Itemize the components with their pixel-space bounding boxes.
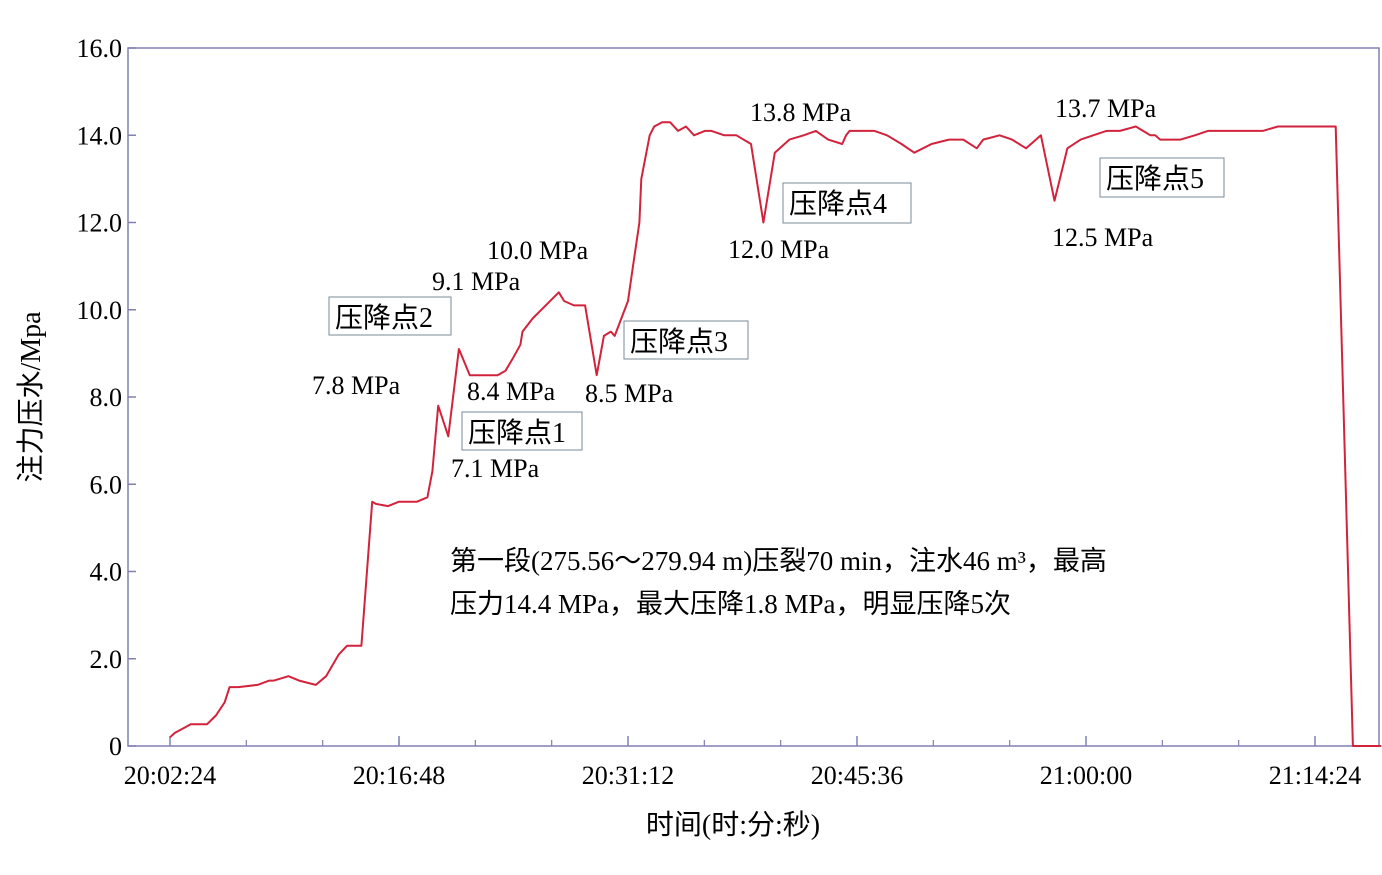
y-tick-label: 14.0 [77, 121, 123, 150]
annotation-8-5: 8.5 MPa [585, 379, 674, 408]
x-tick-label: 21:14:24 [1269, 761, 1361, 790]
svg-text:压降点3: 压降点3 [630, 326, 728, 358]
annotation-12-0: 12.0 MPa [728, 235, 830, 264]
callout-pressure-drop-4: 压降点4 [782, 182, 912, 224]
svg-text:压降点4: 压降点4 [789, 188, 887, 220]
x-tick-label: 20:31:12 [582, 761, 674, 790]
annotation-10-0: 10.0 MPa [487, 236, 589, 265]
annotation-7-1: 7.1 MPa [451, 454, 540, 483]
y-tick-label: 12.0 [77, 209, 123, 238]
svg-text:压降点5: 压降点5 [1106, 163, 1204, 195]
svg-text:压降点2: 压降点2 [335, 302, 433, 334]
y-tick-label: 0 [109, 732, 122, 761]
callout-pressure-drop-3: 压降点3 [623, 320, 749, 360]
y-tick-label: 4.0 [90, 558, 123, 587]
y-tick-label: 6.0 [90, 470, 123, 499]
svg-text:压降点1: 压降点1 [468, 417, 566, 449]
y-tick-label: 2.0 [90, 645, 123, 674]
annotation-7-8: 7.8 MPa [312, 371, 401, 400]
y-tick-label: 16.0 [77, 34, 123, 63]
annotation-12-5: 12.5 MPa [1052, 223, 1154, 252]
y-tick-label: 10.0 [77, 296, 123, 325]
note-line-1: 第一段(275.56～279.94 m)压裂70 min，注水46 m³，最高 [450, 546, 1107, 576]
series-line-pressure [169, 121, 1382, 747]
y-axis: 0 2.0 4.0 6.0 8.0 10.0 12.0 14.0 16.0 [77, 34, 136, 761]
x-axis: 20:02:24 20:16:48 20:31:12 20:45:36 21:00:00… [124, 736, 1361, 790]
y-axis-title: 注力压水/Mpa [15, 311, 47, 483]
x-minor-ticks [245, 740, 1240, 746]
x-axis-title: 时间(时:分:秒) [646, 809, 820, 841]
callout-pressure-drop-1: 压降点1 [461, 411, 583, 451]
annotation-9-1: 9.1 MPa [432, 267, 521, 296]
annotation-13-8: 13.8 MPa [750, 98, 852, 127]
y-tick-label: 8.0 [90, 383, 123, 412]
x-tick-label: 20:16:48 [353, 761, 445, 790]
callout-pressure-drop-2: 压降点2 [328, 296, 452, 336]
annotation-13-7: 13.7 MPa [1055, 94, 1157, 123]
note-line-2: 压力14.4 MPa，最大压降1.8 MPa，明显压降5次 [450, 589, 1011, 619]
callout-pressure-drop-5: 压降点5 [1099, 157, 1225, 198]
x-tick-label: 21:00:00 [1040, 761, 1132, 790]
annotation-8-4: 8.4 MPa [467, 377, 556, 406]
x-tick-label: 20:02:24 [124, 761, 216, 790]
x-tick-label: 20:45:36 [811, 761, 903, 790]
